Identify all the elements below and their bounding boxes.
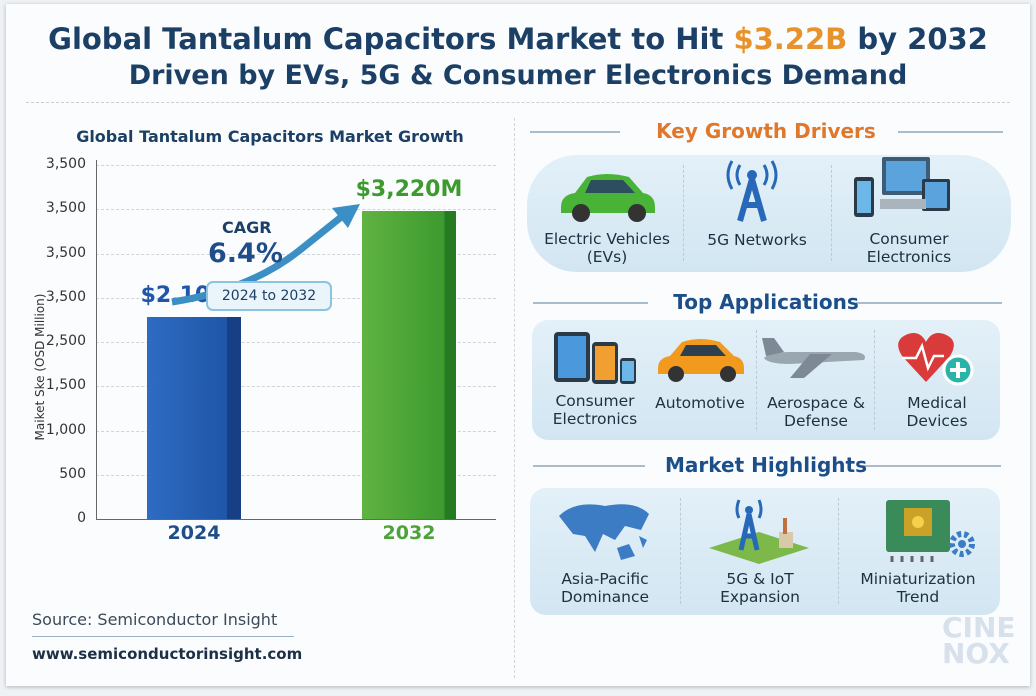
drivers-panel: Electric Vehicles (EVs) 5G Networks Cons… bbox=[527, 155, 1011, 272]
y-tick-label: 3,500 bbox=[45, 200, 86, 217]
devices-icon bbox=[854, 157, 950, 217]
divider bbox=[530, 131, 620, 133]
highlight-asia-pacific: Asia-Pacific Dominance bbox=[560, 570, 650, 606]
car-icon bbox=[658, 339, 744, 382]
driver-ev: Electric Vehicles (EVs) bbox=[544, 230, 670, 266]
cagr-period: 2024 to 2032 bbox=[206, 281, 332, 311]
y-tick-label: 0 bbox=[77, 510, 86, 526]
divider bbox=[514, 118, 515, 678]
main-title: Global Tantalum Capacitors Market to Hit… bbox=[48, 22, 988, 56]
source-text: Source: Semiconductor Insight bbox=[32, 610, 278, 629]
y-tick-label: 500 bbox=[59, 465, 86, 482]
driver-consumer-electronics: Consumer Electronics bbox=[866, 230, 952, 266]
gridline bbox=[96, 474, 496, 476]
highlight-5g-iot: 5G & IoT Expansion bbox=[720, 570, 800, 606]
bar-2032 bbox=[362, 210, 456, 519]
divider bbox=[533, 465, 645, 467]
gridline bbox=[96, 165, 496, 166]
y-tick-label: 3,500 bbox=[45, 156, 86, 172]
chip-icon bbox=[886, 500, 975, 562]
divider bbox=[863, 465, 1001, 467]
y-axis-line bbox=[96, 160, 97, 520]
car-icon bbox=[561, 174, 655, 222]
section-heading-applications: Top Applications bbox=[673, 290, 859, 314]
applications-panel: Consumer Electronics Automotive Aerospac… bbox=[532, 320, 1000, 440]
divider bbox=[32, 636, 294, 637]
highlights-panel: Asia-Pacific Dominance 5G & IoT Expansio… bbox=[530, 488, 1000, 615]
divider bbox=[856, 302, 1002, 304]
gridline bbox=[96, 386, 496, 388]
divider bbox=[898, 131, 1003, 133]
airplane-icon bbox=[762, 338, 865, 378]
application-medical-devices: Medical Devices bbox=[906, 394, 968, 430]
x-axis-line bbox=[96, 519, 496, 520]
driver-5g: 5G Networks bbox=[707, 231, 807, 249]
y-tick-label: 2,500 bbox=[45, 333, 86, 349]
y-tick-label: 1,000 bbox=[45, 421, 86, 438]
y-tick-label: 3,500 bbox=[45, 288, 86, 305]
y-axis-label: Maiket Ske (OSD Million) bbox=[33, 293, 47, 441]
cell-tower-icon bbox=[726, 160, 778, 222]
cagr-label: CAGR bbox=[222, 218, 272, 237]
section-heading-drivers: Key Growth Drivers bbox=[656, 119, 876, 143]
bar-value-label: $3,220M bbox=[355, 176, 463, 202]
application-aerospace-defense: Aerospace & Defense bbox=[767, 394, 865, 430]
cell-tower-icon bbox=[709, 499, 809, 564]
application-automotive: Automotive bbox=[655, 394, 745, 412]
x-tick-label: 2032 bbox=[382, 522, 436, 544]
highlight-miniaturization: Miniaturization Trend bbox=[860, 570, 976, 606]
gridline bbox=[96, 209, 496, 211]
devices-icon bbox=[554, 332, 636, 384]
divider bbox=[533, 302, 648, 304]
gridline bbox=[96, 342, 496, 343]
bar-2024 bbox=[147, 317, 241, 519]
heart-icon bbox=[898, 333, 974, 386]
watermark-logo: CINE NOX bbox=[942, 611, 1016, 670]
subtitle: Driven by EVs, 5G & Consumer Electronics… bbox=[128, 60, 908, 91]
map-icon bbox=[559, 504, 649, 560]
y-tick-label: 1,500 bbox=[45, 377, 86, 394]
chart-title: Global Tantalum Capacitors Market Growth bbox=[76, 127, 464, 146]
application-consumer-electronics: Consumer Electronics bbox=[552, 392, 638, 428]
section-heading-highlights: Market Highlights bbox=[665, 453, 867, 477]
source-url[interactable]: www.semiconductorinsight.com bbox=[32, 645, 303, 663]
gridline bbox=[96, 430, 496, 432]
y-tick-label: 3,500 bbox=[45, 244, 86, 261]
cagr-value: 6.4% bbox=[208, 238, 283, 269]
divider bbox=[26, 102, 1010, 103]
x-tick-label: 2024 bbox=[167, 522, 221, 544]
